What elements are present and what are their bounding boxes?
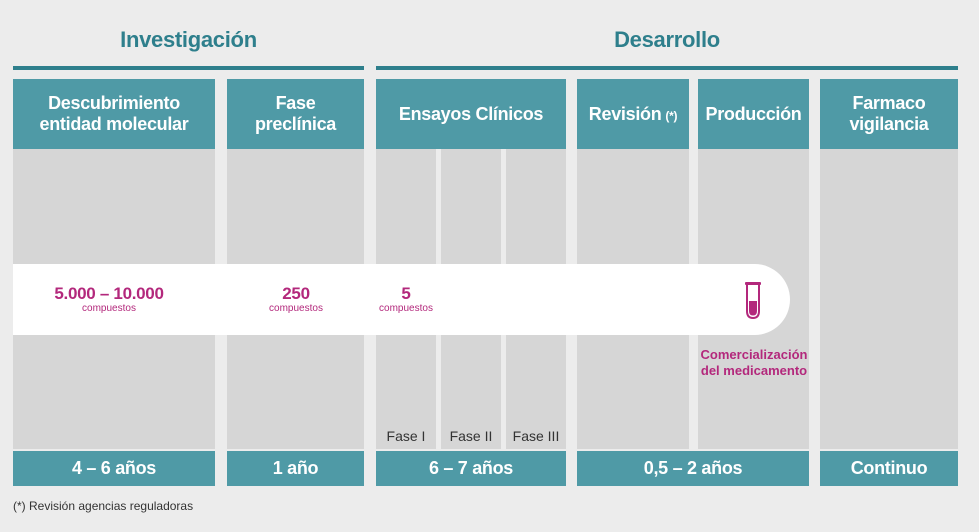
section-rule-development bbox=[376, 66, 958, 70]
test-tube-icon bbox=[742, 281, 764, 321]
stage-label: Revisión bbox=[588, 103, 662, 124]
stage-header-clinical-trials: Ensayos Clínicos bbox=[376, 79, 566, 149]
duration-preclinical: 1 año bbox=[227, 451, 364, 486]
stage-label: Farmaco vigilancia bbox=[849, 93, 929, 134]
stage-label: Producción bbox=[705, 103, 802, 124]
duration-clinical-trials: 6 – 7 años bbox=[376, 451, 566, 486]
section-title-investigation: Investigación bbox=[120, 27, 257, 52]
compound-count-unit: compuestos bbox=[269, 303, 323, 314]
compound-count-value: 250 bbox=[282, 284, 310, 303]
review-note-mark: (*) bbox=[665, 108, 678, 123]
stage-header-preclinical: Fase preclínica bbox=[227, 79, 364, 149]
stage-header-review: Revisión (*) bbox=[577, 79, 689, 149]
stage-header-discovery: Descubrimiento entidad molecular bbox=[13, 79, 215, 149]
stage-label: Ensayos Clínicos bbox=[398, 103, 544, 124]
clinical-phase-label-2: Fase II bbox=[449, 428, 493, 444]
clinical-phase-label-3: Fase III bbox=[512, 428, 560, 444]
stage-label: Descubrimiento entidad molecular bbox=[39, 93, 189, 134]
compound-count-unit: compuestos bbox=[379, 303, 433, 314]
section-rule-investigation bbox=[13, 66, 364, 70]
clinical-phase-label-1: Fase I bbox=[386, 428, 426, 444]
duration-discovery: 4 – 6 años bbox=[13, 451, 215, 486]
footnote: (*) Revisión agencias reguladoras bbox=[13, 499, 194, 513]
duration-pharmacovigilance: Continuo bbox=[820, 451, 958, 486]
duration-review-production: 0,5 – 2 años bbox=[577, 451, 809, 486]
section-title-development: Desarrollo bbox=[614, 27, 720, 52]
compound-count-unit: compuestos bbox=[82, 303, 136, 314]
stage-label: Fase preclínica bbox=[254, 93, 337, 134]
column-pharmacovigilance bbox=[820, 149, 958, 449]
compound-count-clinical: 5 compuestos bbox=[370, 285, 442, 315]
stage-header-pharmacovigilance: Farmaco vigilancia bbox=[820, 79, 958, 149]
compound-funnel-band bbox=[13, 264, 790, 335]
compound-count-value: 5.000 – 10.000 bbox=[54, 284, 164, 303]
stage-header-production: Producción bbox=[698, 79, 809, 149]
compound-count-discovery: 5.000 – 10.000 compuestos bbox=[38, 285, 180, 315]
compound-count-preclinical: 250 compuestos bbox=[250, 285, 342, 315]
compound-count-value: 5 bbox=[401, 284, 411, 303]
commercialization-label: Comercialización del medicamento bbox=[700, 347, 808, 378]
